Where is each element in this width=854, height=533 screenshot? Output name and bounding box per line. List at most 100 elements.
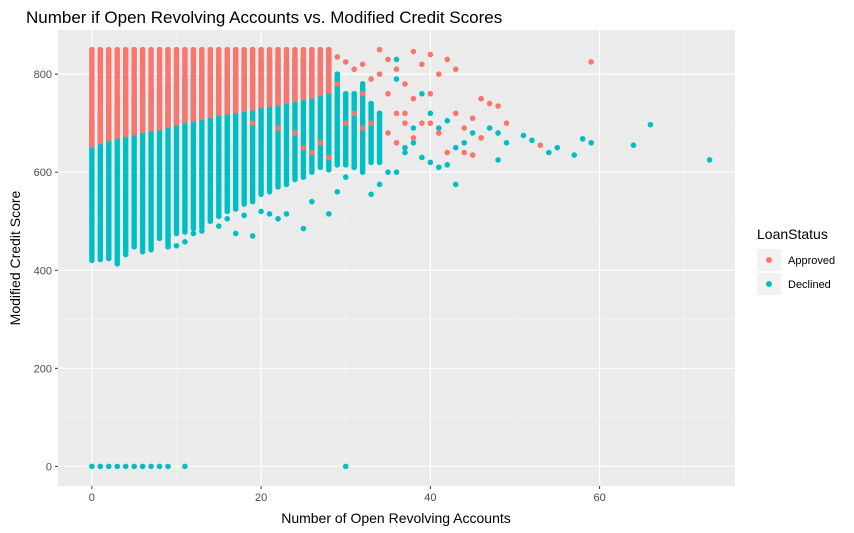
legend-label-approved: Approved: [788, 255, 835, 267]
data-point: [579, 136, 586, 142]
data-point: [436, 130, 442, 136]
data-point: [283, 46, 290, 53]
data-point: [156, 46, 163, 53]
data-point: [97, 46, 104, 53]
data-point: [410, 135, 417, 141]
chart-title: Number if Open Revolving Accounts vs. Mo…: [26, 8, 502, 27]
data-point: [249, 46, 256, 53]
data-point: [266, 211, 273, 217]
data-point: [326, 211, 332, 217]
data-point: [334, 71, 341, 77]
data-point: [326, 46, 332, 53]
data-point: [317, 46, 324, 53]
data-point: [419, 154, 425, 161]
data-point: [452, 66, 459, 73]
data-point: [554, 144, 561, 151]
data-point: [292, 130, 298, 136]
data-point: [486, 125, 493, 131]
data-point: [427, 90, 434, 97]
data-point: [452, 144, 459, 151]
data-point: [275, 125, 281, 131]
data-point: [385, 90, 391, 97]
data-point: [393, 56, 400, 63]
data-point: [419, 90, 425, 97]
data-point: [334, 54, 341, 60]
data-point: [326, 154, 332, 161]
data-point: [241, 46, 247, 53]
y-tick-label: 0: [46, 461, 52, 473]
data-point: [139, 248, 146, 255]
data-point: [495, 103, 501, 109]
data-point: [114, 46, 121, 53]
data-point: [199, 228, 205, 234]
data-points: [89, 46, 713, 470]
data-point: [359, 125, 366, 131]
data-point: [215, 223, 222, 229]
data-point: [317, 139, 324, 146]
data-point: [215, 46, 222, 53]
data-point: [182, 239, 188, 245]
data-point: [97, 463, 104, 470]
data-point: [444, 149, 451, 156]
data-point: [309, 149, 315, 156]
data-point: [503, 120, 510, 126]
data-point: [224, 46, 231, 53]
y-tick-label: 200: [34, 363, 52, 375]
data-point: [122, 463, 129, 470]
data-point: [190, 230, 197, 237]
data-point: [89, 46, 95, 53]
data-point: [486, 100, 493, 107]
data-point: [275, 46, 281, 53]
data-point: [410, 139, 417, 146]
data-point: [419, 120, 425, 126]
data-point: [105, 46, 112, 53]
data-point: [478, 135, 484, 141]
data-point: [309, 198, 315, 205]
data-point: [427, 110, 434, 117]
data-point: [385, 130, 391, 136]
legend-title: LoanStatus: [757, 226, 828, 242]
data-point: [131, 46, 137, 53]
data-point: [105, 252, 112, 259]
data-point: [241, 212, 247, 219]
data-point: [393, 76, 400, 82]
data-point: [309, 46, 315, 53]
x-tick-label: 0: [89, 492, 95, 504]
data-point: [469, 130, 476, 136]
data-point: [385, 169, 391, 175]
data-point: [139, 463, 146, 470]
data-point: [368, 76, 374, 82]
legend-swatch-declined: [766, 281, 772, 287]
legend-swatch-approved: [766, 257, 772, 263]
data-point: [402, 81, 408, 87]
data-point: [368, 191, 374, 198]
data-point: [495, 157, 501, 163]
data-point: [165, 46, 171, 53]
data-point: [529, 137, 535, 144]
data-point: [588, 139, 594, 146]
data-point: [182, 46, 188, 53]
data-point: [114, 463, 121, 470]
data-point: [232, 230, 239, 237]
y-tick-label: 600: [34, 167, 52, 179]
data-point: [427, 51, 434, 58]
y-tick-label: 400: [34, 265, 52, 277]
data-point: [647, 121, 654, 128]
data-point: [393, 66, 400, 73]
data-point: [351, 66, 357, 73]
data-point: [199, 46, 205, 53]
data-point: [97, 247, 104, 254]
data-point: [503, 139, 510, 146]
data-point: [368, 120, 374, 126]
data-point: [393, 139, 400, 146]
data-point: [410, 95, 417, 102]
data-point: [495, 130, 501, 136]
data-point: [436, 71, 442, 77]
data-point: [376, 71, 383, 77]
data-point: [452, 110, 459, 117]
data-point: [207, 46, 214, 53]
data-point: [139, 46, 146, 53]
legend-label-declined: Declined: [788, 279, 831, 291]
data-point: [520, 132, 527, 139]
